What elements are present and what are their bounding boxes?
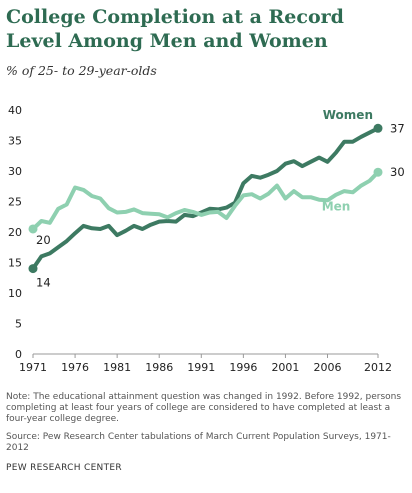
women-series-label: Women xyxy=(323,108,373,122)
line-chart: 0 5 10 15 20 25 30 35 40 1971 1976 1981 1986 1991 199… xyxy=(8,104,405,374)
x-tick-label: 1981 xyxy=(103,361,131,374)
y-tick-label: 40 xyxy=(8,104,22,117)
y-tick-label: 20 xyxy=(8,226,22,239)
x-tick-label: 1991 xyxy=(187,361,215,374)
x-tick-label: 1996 xyxy=(229,361,257,374)
chart-credit: PEW RESEARCH CENTER xyxy=(6,463,122,473)
chart-subtitle: % of 25- to 29-year-olds xyxy=(6,63,157,78)
chart-source: Source: Pew Research Center tabulations … xyxy=(6,432,391,453)
y-tick-label: 10 xyxy=(8,287,22,300)
y-tick-label: 0 xyxy=(15,348,22,361)
women-line xyxy=(31,126,380,271)
y-tick-label: 25 xyxy=(8,196,22,209)
x-tick-label: 2001 xyxy=(271,361,299,374)
women-end-point xyxy=(373,123,383,133)
men-end-point xyxy=(373,167,383,177)
y-axis-ticks: 0 5 10 15 20 25 30 35 40 xyxy=(8,104,22,361)
y-tick-label: 30 xyxy=(8,165,22,178)
series-labels: 14 37 Women 20 30 Men xyxy=(36,108,405,290)
chart-note: Note: The educational attainment questio… xyxy=(6,392,402,424)
y-tick-label: 5 xyxy=(15,318,22,331)
men-line xyxy=(31,170,380,231)
x-tick-label: 2006 xyxy=(314,361,342,374)
series-lines xyxy=(28,123,383,274)
men-end-label: 30 xyxy=(390,165,405,179)
men-start-point xyxy=(28,224,38,234)
y-tick-label: 35 xyxy=(8,135,22,148)
women-start-label: 14 xyxy=(36,276,51,290)
women-end-label: 37 xyxy=(390,121,405,135)
x-tick-label: 1986 xyxy=(145,361,173,374)
x-axis: 1971 1976 1981 1986 1991 1996 2001 2006 2012 xyxy=(19,353,392,374)
men-series-label: Men xyxy=(322,199,351,213)
chart-title: College Completion at a Record Level Amo… xyxy=(6,6,344,52)
men-start-label: 20 xyxy=(36,233,51,247)
x-tick-label: 1976 xyxy=(61,361,89,374)
y-tick-label: 15 xyxy=(8,257,22,270)
x-tick-label: 2012 xyxy=(364,361,392,374)
women-start-point xyxy=(28,264,38,274)
x-tick-label: 1971 xyxy=(19,361,47,374)
